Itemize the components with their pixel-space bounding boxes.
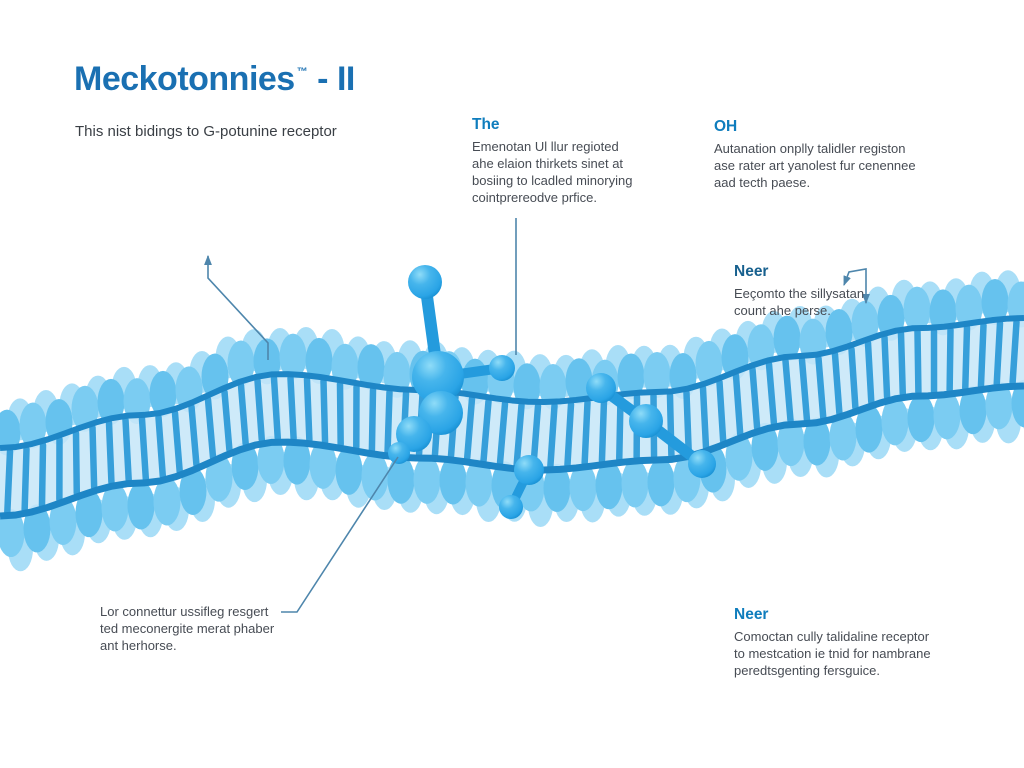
page-title-suffix: - II <box>317 60 355 98</box>
molecule-atom <box>489 355 515 381</box>
molecule-atom <box>388 442 410 464</box>
leader-lines <box>204 218 870 613</box>
annotation-oh: OH Autanation onplly talidler registon a… <box>714 118 916 191</box>
annotation-line: Autanation onplly talidler registon <box>714 141 906 156</box>
neer-top-leader <box>843 268 870 305</box>
annotation-line: Emenotan Ul llur regioted <box>472 139 619 154</box>
page-title: Meckotonnies ™ - II <box>74 60 355 99</box>
annotation-line: Comoctan cully talidaline receptor <box>734 629 930 644</box>
molecule-atom <box>499 495 523 519</box>
page-subtitle: This nist bidings to G-potunine receptor <box>75 123 337 140</box>
annotation-line: cointprereodve prfice. <box>472 190 598 205</box>
annotation-neer-bottom-heading: Neer <box>734 606 769 623</box>
annotation-line: ant herhorse. <box>100 638 177 653</box>
membrane-bottom-boundary <box>0 382 1024 520</box>
annotation-line: ted meconergite merat phaber <box>100 621 275 636</box>
up-arrow-leader <box>204 254 269 360</box>
page-title-text: Meckotonnies <box>74 60 295 98</box>
molecule-atom <box>586 373 616 403</box>
annotation-line: aad tecth paese. <box>714 175 811 190</box>
left-note-leader <box>281 456 399 613</box>
annotation-the: The Emenotan Ul llur regioted ahe elaion… <box>472 116 632 206</box>
annotation-neer-top: Neer Eeçomto the sillysatan count ahe pe… <box>734 263 864 319</box>
annotation-neer-top-heading: Neer <box>734 263 769 280</box>
molecule-atom <box>396 416 432 452</box>
annotation-left-note: Lor connettur ussifleg resgert ted mecon… <box>100 603 274 654</box>
annotation-line: ahe elaion thirkets sinet at <box>472 156 624 171</box>
annotation-line: Eeçomto the sillysatan <box>734 286 865 301</box>
annotation-the-heading: The <box>472 116 500 133</box>
molecule-atom <box>514 455 544 485</box>
trademark-mark: ™ <box>296 66 308 78</box>
membrane-top-boundary <box>0 315 1024 451</box>
molecule <box>388 265 716 519</box>
annotation-line: bosiing to lcadled minorying <box>472 173 633 188</box>
annotation-line: ase rater art yanolest fur cenennee <box>714 158 916 173</box>
annotation-neer-bottom: Neer Comoctan cully talidaline receptor … <box>734 606 931 679</box>
molecule-atom <box>412 351 464 403</box>
annotation-line: count ahe perse. <box>734 303 831 318</box>
annotation-line: to mestcation ie tnid for nambrane <box>734 646 931 661</box>
annotation-line: peredtsgenting fersguice. <box>734 663 880 678</box>
annotation-line: Lor connettur ussifleg resgert <box>100 604 269 619</box>
molecule-atom <box>419 391 463 435</box>
molecule-atom <box>688 450 716 478</box>
annotation-oh-heading: OH <box>714 118 738 135</box>
molecule-atom <box>629 404 663 438</box>
molecule-atom <box>408 265 442 299</box>
